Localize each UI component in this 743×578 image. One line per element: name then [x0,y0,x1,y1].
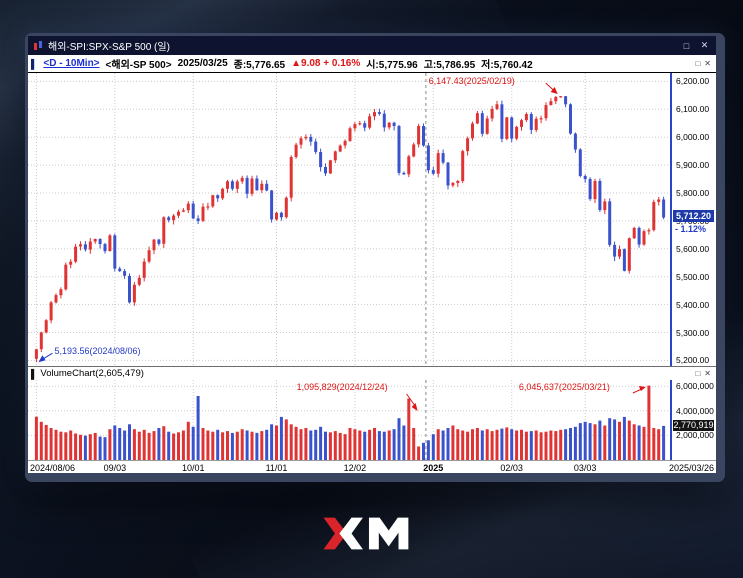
pane-controls: □ ✕ [695,59,713,68]
maximize-button[interactable]: □ [683,40,690,51]
quote-change: ▲9.08 + 0.16% [291,58,361,69]
xm-logo-red-chevron [323,517,347,550]
x-axis-label: 12/02 [343,463,367,473]
x-axis-label: 03/03 [573,463,597,473]
price-axis-label: 5,400.00 [676,299,710,310]
last-volume-badge: 2,770,919 [673,419,714,431]
volume-axis-label: 6,000,000 [676,381,714,392]
close-button[interactable]: ✕ [700,40,709,50]
volume-pane-controls: □ ✕ [695,369,713,378]
window-frame: 해외-SPI:SPX-S&P 500 (일) □ ✕ ▌ <D - 10Min>… [25,33,725,482]
price-axis-label: 6,000.00 [676,132,710,143]
xm-logo-white-chevron [338,517,363,550]
quote-high: 고:5,786.95 [423,60,476,71]
low-annotation: 5,193.56(2024/08/06) [54,346,141,357]
pane-maximize-button[interactable]: □ [695,59,701,68]
quote-close: 종:5,776.65 [233,60,286,71]
xm-logo [323,517,408,550]
quote-open: 시:5,775.96 [366,60,418,71]
last-price-change: - 1.12% [675,224,707,235]
quote-date: 2025/03/25 [177,58,228,69]
volume-axis-label: 4,000,000 [676,405,714,416]
x-axis-label: 02/03 [500,463,523,473]
price-chart-pane[interactable]: 6,200.00 6,100.00 6,000.00 5,900.00 5,800.00… [28,73,716,366]
price-axis-label: 5,300.00 [676,327,710,338]
x-axis-label: 09/03 [103,463,127,473]
price-axis-label: 5,200.00 [676,355,710,366]
xm-logo-m [368,517,408,550]
price-axis-label: 5,600.00 [676,243,710,254]
x-axis-label: 2025 [423,463,444,473]
time-axis: 2024/08/06 09/03 10/01 11/01 12/02 2025 02/03 0… [28,460,716,473]
x-axis-label: 2025/03/26 [668,463,714,473]
app-icon [34,40,42,50]
volume-min-annotation: 1,095,829(2024/12/24) [296,382,388,392]
price-axis-label: 5,800.00 [676,187,710,198]
volume-close-button[interactable]: ✕ [704,369,711,378]
volume-axis-label: 2,000,000 [676,430,714,441]
price-axis-label: 6,200.00 [676,76,710,87]
x-axis-label: 10/01 [181,463,205,473]
volume-pane-header: ▌ VolumeChart(2,605,479) □ ✕ [28,366,716,380]
high-annotation: 6,147.43(2025/02/19) [428,76,515,86]
volume-bar-chart[interactable] [28,380,672,460]
price-axis-label: 5,500.00 [676,271,710,282]
price-axis-label: 6,100.00 [676,104,710,115]
chart-toolbar: ▌ <D - 10Min> <해외-SP 500> 2025/03/25 종:5… [28,55,716,73]
toolbar-marker-icon: ▌ [31,58,38,69]
pane-close-button[interactable]: ✕ [704,59,711,68]
volume-chart-pane[interactable]: 6,000,000 4,000,000 2,000,000 2,770,919 1,… [28,380,716,460]
symbol-label[interactable]: <해외-SP 500> [105,60,172,71]
candlestick-chart[interactable] [28,73,672,366]
chart-window: 해외-SPI:SPX-S&P 500 (일) □ ✕ ▌ <D - 10Min>… [28,36,716,473]
title-bar[interactable]: 해외-SPI:SPX-S&P 500 (일) □ ✕ [28,36,716,55]
price-axis-label: 5,900.00 [676,160,710,171]
volume-max-annotation: 6,045,637(2025/03/21) [518,382,610,392]
volume-marker-icon: ▌ [31,368,38,379]
x-axis-label: 11/01 [265,463,288,473]
volume-pane-title: VolumeChart(2,605,479) [40,368,144,379]
timeframe-selector[interactable]: <D - 10Min> [43,58,100,69]
volume-maximize-button[interactable]: □ [695,369,701,378]
volume-axis: 6,000,000 4,000,000 2,000,000 [672,380,716,460]
quote-low: 저:5,760.42 [481,60,533,71]
last-price-badge: 5,712.20 [673,210,714,223]
window-title: 해외-SPI:SPX-S&P 500 (일) [48,42,170,53]
x-axis-label: 2024/08/06 [30,463,76,473]
